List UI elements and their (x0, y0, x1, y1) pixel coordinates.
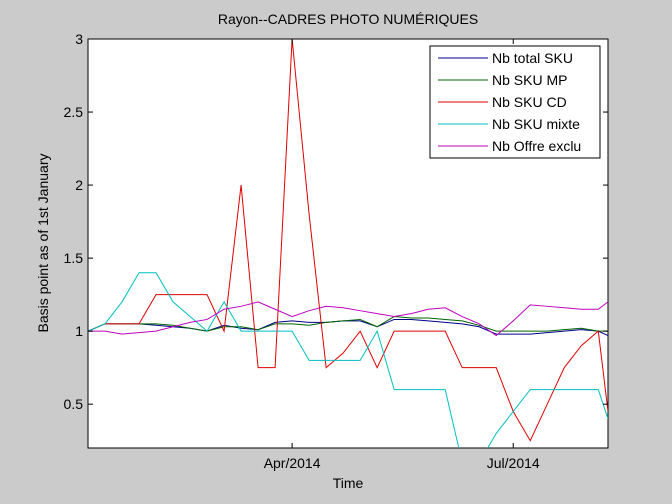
series-line (88, 318, 608, 336)
series-line (88, 272, 608, 448)
y-tick-label: 3 (75, 31, 83, 47)
lines (88, 39, 608, 448)
series-line (88, 301, 608, 337)
legend-label: Nb SKU mixte (492, 116, 580, 132)
legend-label: Nb SKU CD (492, 94, 567, 110)
y-tick-label: 2 (75, 177, 83, 193)
y-tick-label: 1 (75, 323, 83, 339)
y-axis-label: Basis point as of 1st January (35, 154, 51, 333)
y-tick-label: 1.5 (64, 250, 84, 266)
chart-title: Rayon--CADRES PHOTO NUMÉRIQUES (218, 11, 478, 27)
legend-label: Nb SKU MP (492, 72, 567, 88)
x-tick-label: Apr/2014 (264, 455, 321, 471)
y-tick-label: 2.5 (64, 104, 84, 120)
y-tick-label: 0.5 (64, 396, 84, 412)
series-line (88, 39, 608, 442)
legend-label: Nb Offre exclu (492, 138, 581, 154)
legend-label: Nb total SKU (492, 50, 573, 66)
x-axis-label: Time (333, 475, 364, 491)
x-tick-label: Jul/2014 (487, 455, 540, 471)
